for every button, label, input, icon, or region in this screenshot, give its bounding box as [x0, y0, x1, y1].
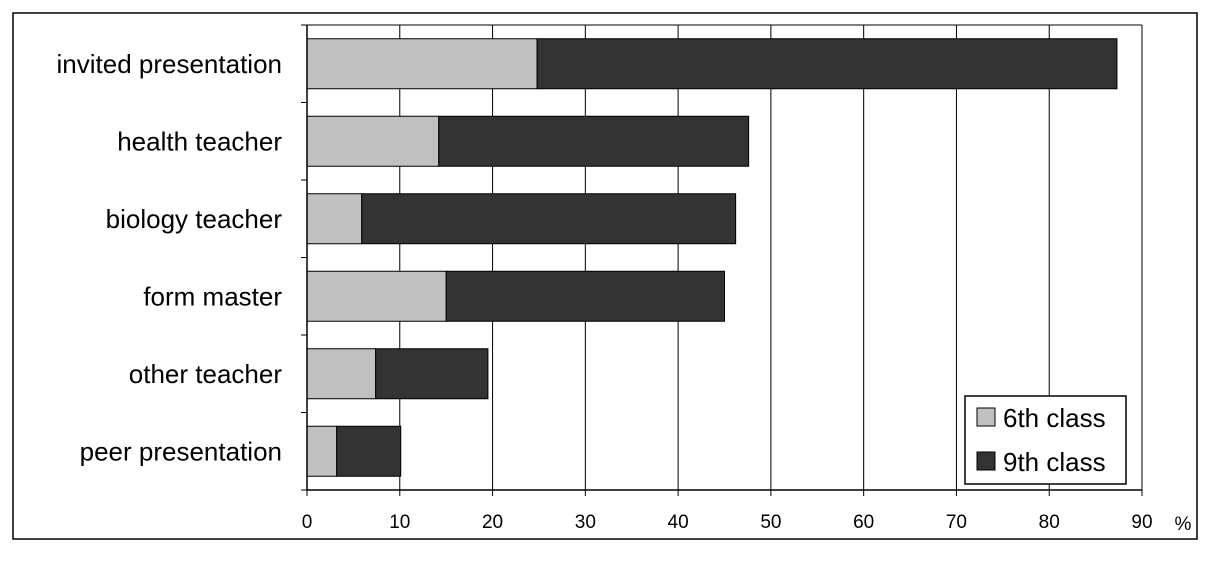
legend-label-6th-class: 6th class	[1003, 403, 1106, 433]
axes	[301, 24, 1143, 496]
x-axis-unit-label: %	[1175, 514, 1192, 535]
bar-6th-class-peer-presentation	[306, 425, 338, 477]
bar-9th-class-biology-teacher	[361, 193, 737, 245]
category-label-peer-presentation: peer presentation	[80, 436, 282, 466]
bars	[306, 38, 1118, 477]
x-tick-label-50: 50	[760, 512, 781, 533]
bar-9th-class-invited-presentation	[536, 38, 1118, 90]
x-tick-label-70: 70	[946, 512, 967, 533]
bar-6th-class-biology-teacher	[306, 193, 363, 245]
bar-9th-class-peer-presentation	[336, 425, 402, 477]
bar-9th-class-form-master	[445, 270, 725, 322]
x-tick-label-0: 0	[302, 512, 313, 533]
x-tick-label-10: 10	[389, 512, 410, 533]
x-tick-label-20: 20	[482, 512, 503, 533]
x-tick-label-90: 90	[1131, 512, 1152, 533]
x-tick-label-80: 80	[1039, 512, 1060, 533]
bar-6th-class-invited-presentation	[306, 38, 538, 90]
x-tick-label-60: 60	[853, 512, 874, 533]
x-tick-label-40: 40	[668, 512, 689, 533]
legend-swatch-6th-class	[976, 407, 996, 427]
category-label-biology-teacher: biology teacher	[106, 204, 283, 234]
category-label-other-teacher: other teacher	[129, 359, 283, 389]
legend-swatch-9th-class	[976, 451, 996, 471]
grid-lines	[307, 24, 1143, 490]
category-label-form-master: form master	[143, 281, 282, 311]
category-label-invited-presentation: invited presentation	[57, 49, 282, 79]
labels: 0 10 20 30 40 50 60 70 80 90 invited presentation h…	[57, 49, 1153, 533]
bar-9th-class-health-teacher	[438, 115, 750, 167]
legend-label-9th-class: 9th class	[1003, 447, 1106, 477]
bar-6th-class-other-teacher	[306, 348, 377, 400]
x-tick-label-30: 30	[575, 512, 596, 533]
category-label-health-teacher: health teacher	[117, 126, 282, 156]
bar-6th-class-form-master	[306, 270, 447, 322]
bar-9th-class-other-teacher	[375, 348, 489, 400]
bar-6th-class-health-teacher	[306, 115, 440, 167]
legend: 6th class 9th class	[964, 395, 1127, 485]
